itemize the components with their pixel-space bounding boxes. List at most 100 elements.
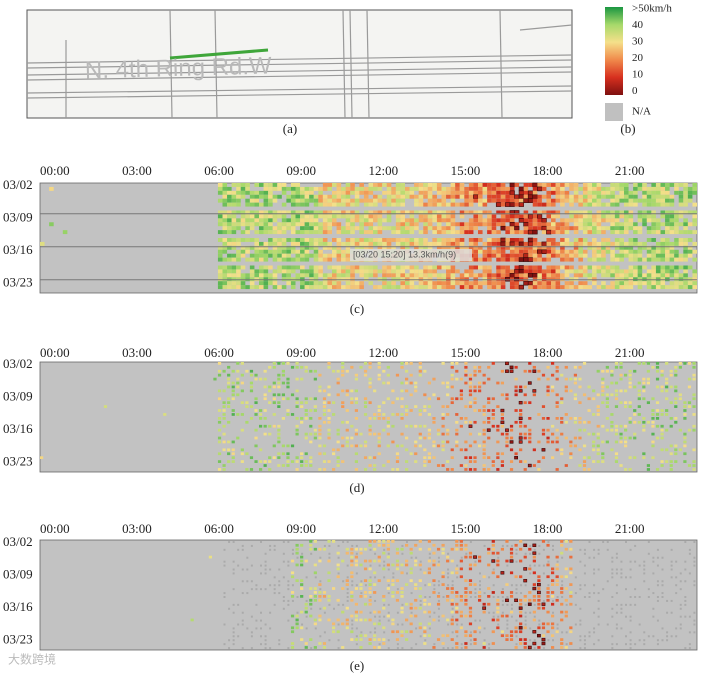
heat-cell [336,377,340,381]
empty-cell [269,548,272,551]
heat-cell [427,210,433,215]
heat-cell [537,249,543,255]
heat-cell [290,210,296,215]
heat-cell [564,413,568,416]
heat-cell [418,540,422,543]
heat-cell [505,214,510,219]
heat-cell [678,257,684,262]
heat-cell [587,245,593,250]
heat-cell [327,559,331,563]
heat-cell [519,198,524,203]
heat-cell [231,389,235,393]
heat-cell [231,452,235,456]
heat-cell [395,598,400,602]
empty-cell [223,560,226,563]
heat-cell [582,230,588,235]
heat-cell [386,214,392,219]
heat-cell [509,221,515,227]
heat-cell [633,413,637,416]
empty-cell [351,627,354,630]
heat-cell [386,245,392,250]
heat-cell [578,186,583,191]
heat-cell [642,377,646,381]
heat-cell [373,183,378,187]
heat-cell [377,555,381,559]
heat-cell [523,190,529,195]
empty-cell [679,607,682,610]
heat-cell [546,377,550,381]
heat-cell [655,281,661,286]
heat-cell [573,226,579,231]
heat-cell [546,595,550,598]
heat-cell [505,245,510,250]
heat-cell [482,222,488,227]
heat-cell [409,265,415,270]
heat-cell [509,634,514,638]
empty-cell [661,584,664,587]
heat-cell [450,618,454,622]
heat-cell [610,448,614,452]
heat-cell [395,273,401,278]
heat-cell [263,277,269,282]
empty-cell [583,572,586,575]
heat-cell [409,551,413,555]
empty-cell [515,584,518,587]
heat-cell [236,226,241,231]
heat-cell [464,598,468,602]
heat-cell [546,269,551,274]
heat-cell [546,385,550,389]
heat-cell [277,214,282,219]
heat-cell [259,241,264,246]
heat-cell [459,389,463,393]
heat-cell [300,249,305,254]
empty-cell [355,643,358,646]
heat-cell [478,210,483,215]
empty-cell [232,611,235,614]
empty-cell [346,576,349,579]
heat-cell [601,249,606,254]
empty-cell [383,564,386,567]
empty-cell [675,592,678,595]
heat-cell [382,381,386,385]
heat-cell [272,393,276,397]
heat-cell [227,448,231,452]
heat-cell [423,626,427,630]
heat-cell [660,257,666,262]
empty-cell [501,599,504,602]
heat-cell [304,602,308,606]
heat-cell [313,428,317,432]
heat-cell [687,238,693,242]
heat-cell [555,369,559,373]
heat-cell [281,210,287,215]
heat-cell [628,226,634,231]
heat-cell [222,257,228,262]
heat-cell [573,436,578,440]
heat-cell [400,281,405,286]
heat-cell [240,460,244,463]
heat-cell [455,444,459,448]
empty-cell [337,556,340,559]
heat-cell [277,440,281,444]
heat-cell [482,468,486,471]
heat-cell [482,448,486,452]
heat-cell [651,277,656,282]
heat-cell [427,413,432,416]
heat-cell [377,610,381,614]
heat-cell [518,284,524,290]
empty-cell [629,596,632,598]
heat-cell [400,186,405,191]
heat-cell [496,269,501,274]
heat-cell [660,428,664,432]
heat-cell [322,183,328,187]
heat-cell [254,238,259,242]
empty-cell [638,639,641,642]
heat-cell [596,210,602,215]
empty-cell [291,599,294,602]
heat-cell [628,401,632,405]
heat-cell [391,630,395,634]
heat-cell [318,265,323,270]
heat-cell [272,397,276,401]
heat-cell [368,269,374,274]
heat-cell [546,190,551,195]
heat-cell [551,238,556,242]
